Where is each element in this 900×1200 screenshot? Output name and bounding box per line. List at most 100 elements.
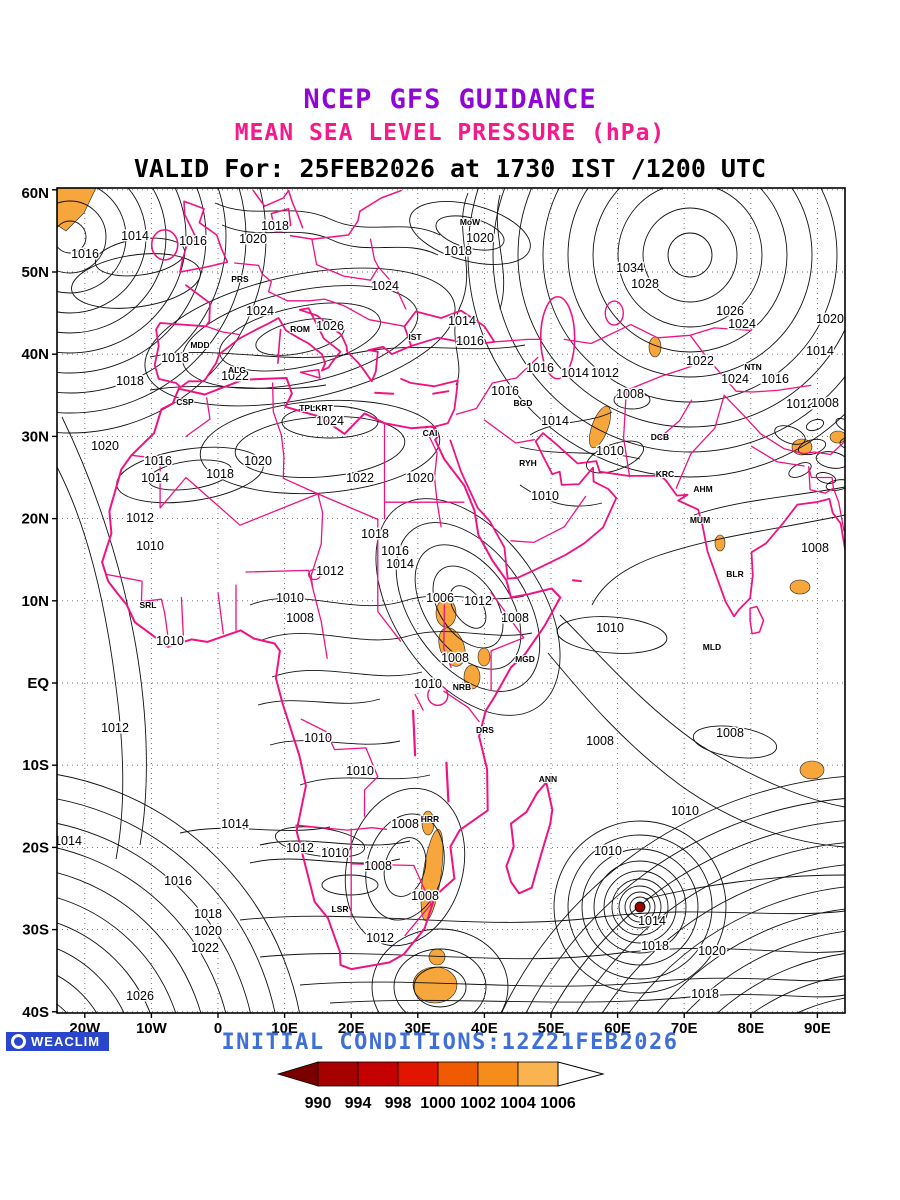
svg-text:1024: 1024 [371,279,399,293]
colorbar-tick-label: 1000 [420,1095,456,1112]
svg-text:1016: 1016 [491,384,519,398]
weaclim-badge: WEACLIM [6,1032,110,1051]
svg-text:1022: 1022 [191,941,219,955]
svg-text:1016: 1016 [71,247,99,261]
isobar-contours [57,188,845,1013]
svg-text:1008: 1008 [716,726,744,740]
svg-text:1020: 1020 [244,454,272,468]
svg-text:1008: 1008 [364,859,392,873]
svg-text:1014: 1014 [141,471,169,485]
svg-text:1026: 1026 [316,319,344,333]
svg-text:1008: 1008 [286,611,314,625]
svg-text:1012: 1012 [126,511,154,525]
svg-text:1008: 1008 [616,387,644,401]
svg-text:1016: 1016 [144,454,172,468]
colorbar-tick-label: 998 [385,1095,412,1112]
svg-text:1010: 1010 [346,764,374,778]
svg-text:BGD: BGD [514,398,533,408]
svg-text:1010: 1010 [414,677,442,691]
svg-text:1012: 1012 [786,397,814,411]
svg-text:1014: 1014 [541,414,569,428]
station-labels: MoW PRS ROM MDD IST ALG CSP TPLKRT BGD CAI RYH KRC A… [139,216,763,915]
svg-text:1008: 1008 [501,611,529,625]
colorbar-tick-label: 990 [305,1095,332,1112]
svg-text:1024: 1024 [728,317,756,331]
svg-text:1016: 1016 [761,372,789,386]
svg-text:1012: 1012 [101,721,129,735]
svg-text:90E: 90E [804,1020,831,1037]
svg-text:MGD: MGD [515,654,535,664]
svg-text:1026: 1026 [126,989,154,1003]
svg-text:1020: 1020 [239,232,267,246]
valid-time-line: VALID For: 25FEB2026 at 1730 IST /1200 U… [133,154,767,183]
svg-text:1024: 1024 [246,304,274,318]
svg-text:20E: 20E [338,1020,365,1037]
brand-label: WEACLIM [31,1034,101,1049]
svg-text:1016: 1016 [526,361,554,375]
svg-text:0: 0 [214,1020,222,1037]
svg-text:1018: 1018 [116,374,144,388]
svg-text:1008: 1008 [586,734,614,748]
svg-text:1010: 1010 [596,621,624,635]
chart-subtitle: MEAN SEA LEVEL PRESSURE (hPa) [234,120,666,146]
svg-text:1010: 1010 [596,444,624,458]
svg-text:1014: 1014 [638,914,666,928]
svg-text:1016: 1016 [456,334,484,348]
svg-text:1010: 1010 [136,539,164,553]
svg-text:20N: 20N [21,511,49,528]
chart-title: NCEP GFS GUIDANCE [303,84,597,115]
svg-text:1008: 1008 [811,396,839,410]
svg-text:50E: 50E [538,1020,565,1037]
svg-text:1016: 1016 [381,544,409,558]
colorbar-left-arrow [276,1061,319,1087]
svg-text:ALG: ALG [228,365,246,375]
svg-text:1024: 1024 [316,414,344,428]
svg-text:1012: 1012 [286,841,314,855]
colorbar-tick-label: 994 [345,1095,372,1112]
svg-text:1010: 1010 [276,591,304,605]
svg-text:1020: 1020 [466,231,494,245]
coastlines-borders [101,189,845,971]
svg-text:1014: 1014 [54,834,82,848]
svg-text:PRS: PRS [231,274,249,284]
svg-text:30S: 30S [22,922,49,939]
colorbar-cell [317,1061,359,1087]
svg-text:MoW: MoW [460,217,481,227]
svg-text:ANN: ANN [539,774,557,784]
svg-text:1006: 1006 [426,591,454,605]
svg-text:1012: 1012 [591,366,619,380]
svg-text:IST: IST [408,332,422,342]
svg-text:1022: 1022 [221,369,249,383]
svg-text:1010: 1010 [671,804,699,818]
svg-text:1022: 1022 [346,471,374,485]
svg-text:NRB: NRB [453,682,471,692]
svg-text:DRS: DRS [476,725,494,735]
svg-text:1018: 1018 [194,907,222,921]
svg-text:1014: 1014 [448,314,476,328]
colorbar-cell [517,1061,559,1087]
svg-text:1020: 1020 [816,312,844,326]
colorbar-tick-label: 1004 [500,1095,536,1112]
svg-text:1020: 1020 [406,471,434,485]
svg-text:80E: 80E [737,1020,764,1037]
svg-text:KRC: KRC [656,469,674,479]
svg-text:1014: 1014 [806,344,834,358]
svg-text:1008: 1008 [801,541,829,555]
svg-text:1022: 1022 [686,354,714,368]
svg-text:SRL: SRL [140,600,157,610]
svg-text:AHM: AHM [693,484,712,494]
svg-text:1016: 1016 [164,874,192,888]
svg-text:CSP: CSP [176,397,194,407]
initial-conditions-line: INITIAL CONDITIONS:12Z21FEB2026 [221,1030,679,1055]
svg-text:1008: 1008 [391,817,419,831]
svg-text:1008: 1008 [411,889,439,903]
colorbar-tick-label: 1006 [540,1095,576,1112]
svg-text:50N: 50N [21,264,49,281]
svg-text:DCB: DCB [651,432,669,442]
svg-text:MLD: MLD [703,642,721,652]
svg-text:RYH: RYH [519,458,537,468]
svg-text:1014: 1014 [221,817,249,831]
svg-text:1010: 1010 [156,634,184,648]
